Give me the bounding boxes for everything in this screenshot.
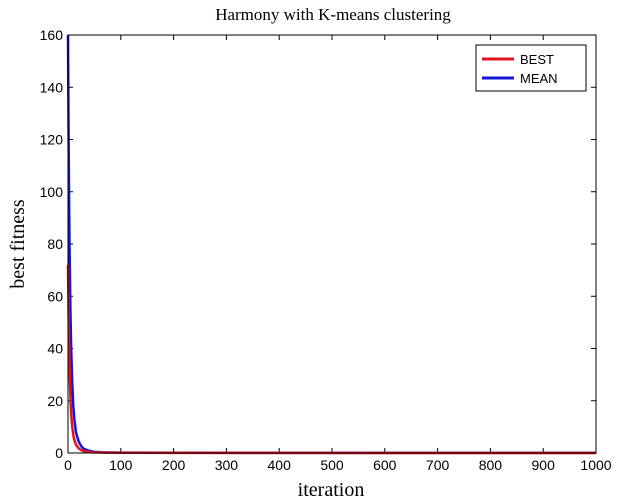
x-tick-label: 800 [479,457,503,473]
legend-box [475,44,587,92]
x-tick-label: 300 [215,457,239,473]
plot-series [66,34,596,455]
y-tick-label: 40 [47,341,63,357]
y-axis: 0 20 40 60 80 100 120 140 160 [40,27,596,461]
y-tick-label: 20 [47,393,63,409]
x-tick-label: 700 [426,457,450,473]
legend: BEST MEAN [475,44,587,92]
y-tick-label: 120 [40,132,64,148]
y-tick-label: 140 [40,79,64,95]
series-line-best [66,264,596,455]
y-tick-label: 160 [40,27,64,43]
x-tick-label: 600 [373,457,397,473]
x-tick-label: 400 [268,457,292,473]
plot-frame [67,34,597,454]
y-axis-label: best fitness [7,199,29,289]
x-tick-label: 1000 [580,457,611,473]
x-axis-label: iteration [298,479,365,501]
legend-label-mean: MEAN [520,71,558,86]
x-axis: 0 100 200 300 400 500 600 700 800 900 1000 [64,35,612,473]
x-tick-label: 200 [162,457,186,473]
x-tick-label: 900 [532,457,556,473]
y-tick-label: 60 [47,288,63,304]
y-tick-label: 100 [40,184,64,200]
legend-label-best: BEST [520,52,554,67]
x-tick-label: 100 [109,457,133,473]
series-line-mean [66,34,596,455]
chart-title: Harmony with K-means clustering [215,5,451,24]
x-tick-label: 0 [64,457,72,473]
y-tick-label: 80 [47,236,63,252]
y-tick-label: 0 [55,445,63,461]
x-tick-label: 500 [320,457,344,473]
